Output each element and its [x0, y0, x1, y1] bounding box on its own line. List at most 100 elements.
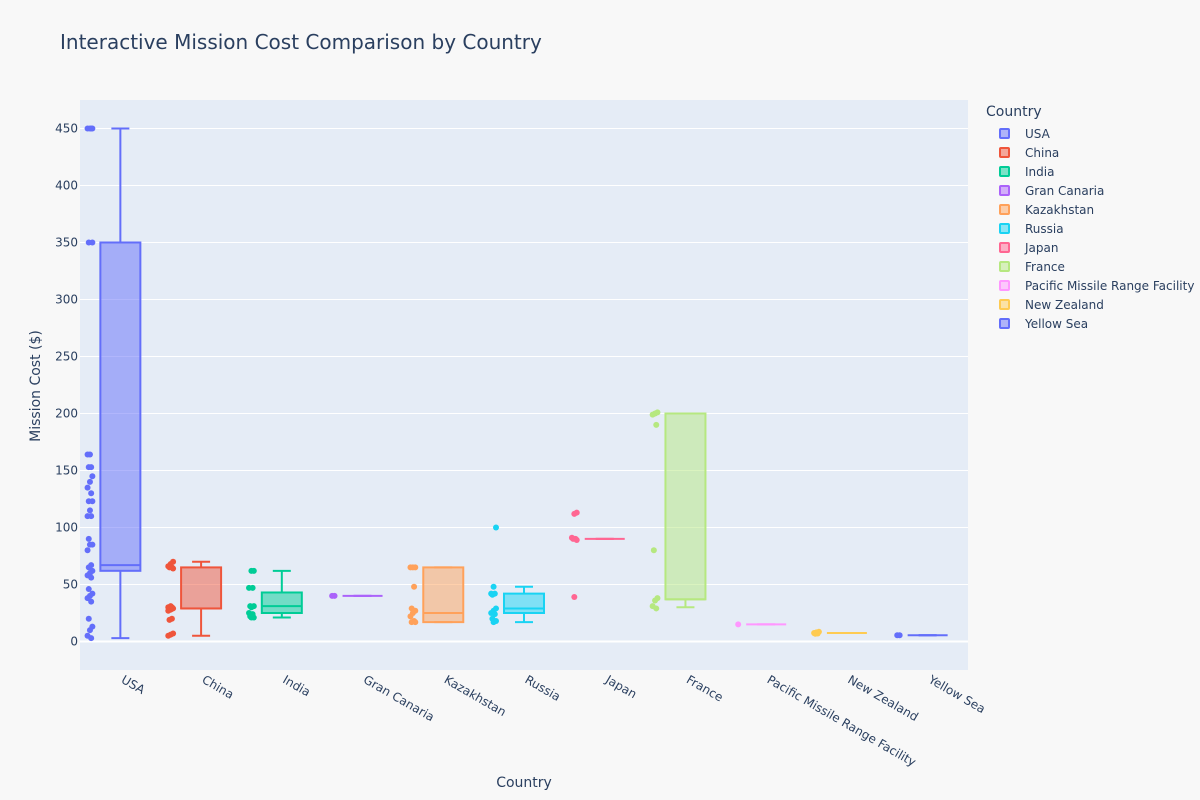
- x-tick-label: Kazakhstan: [442, 672, 509, 719]
- legend-label: USA: [1025, 126, 1050, 141]
- data-point: [88, 490, 95, 497]
- legend-title: Country: [986, 104, 1042, 120]
- data-point: [493, 524, 499, 531]
- legend-item[interactable]: China: [986, 143, 1194, 162]
- x-tick-label: Yellow Sea: [925, 672, 988, 716]
- legend-item[interactable]: New Zealand: [986, 295, 1194, 314]
- series-usa: [84, 125, 142, 642]
- legend-label: India: [1025, 164, 1055, 179]
- data-point: [85, 586, 92, 593]
- data-point: [165, 607, 172, 614]
- series-japan: [568, 509, 625, 601]
- legend-item[interactable]: Japan: [986, 238, 1194, 257]
- legend-label: New Zealand: [1025, 297, 1104, 312]
- series-yellow-sea: [894, 632, 948, 639]
- data-point: [407, 564, 414, 571]
- legend-swatch: [999, 128, 1010, 139]
- legend-item[interactable]: Russia: [986, 219, 1194, 238]
- x-tick-label: India: [280, 672, 313, 699]
- data-point: [652, 597, 659, 604]
- series-gran-canaria: [329, 592, 383, 599]
- data-point: [490, 619, 497, 626]
- legend-swatch: [999, 261, 1010, 272]
- y-tick-label: 450: [55, 122, 78, 136]
- legend-item[interactable]: Gran Canaria: [986, 181, 1194, 200]
- data-point: [248, 567, 255, 574]
- data-point: [89, 239, 96, 246]
- y-tick-label: 200: [55, 407, 78, 421]
- legend-item[interactable]: France: [986, 257, 1194, 276]
- x-tick-label: China: [200, 672, 237, 701]
- data-point: [170, 565, 177, 572]
- data-point: [88, 598, 95, 605]
- data-point: [489, 591, 496, 598]
- legend-swatch: [999, 299, 1010, 310]
- data-point: [407, 613, 414, 620]
- y-tick-label: 300: [55, 293, 78, 307]
- x-tick-label: USA: [119, 672, 148, 697]
- data-point: [88, 635, 95, 642]
- legend-swatch: [999, 318, 1010, 329]
- series-kazakhstan: [407, 564, 465, 626]
- data-point: [86, 478, 93, 485]
- data-point: [89, 473, 96, 480]
- x-axis-title: Country: [496, 775, 552, 791]
- series-india: [246, 567, 303, 621]
- box: [503, 592, 545, 614]
- box: [99, 241, 142, 572]
- data-point: [86, 507, 93, 514]
- data-point: [88, 513, 95, 520]
- data-point: [89, 498, 96, 505]
- data-point: [248, 604, 255, 611]
- data-point: [165, 632, 172, 639]
- legend-label: France: [1025, 259, 1065, 274]
- data-point: [571, 510, 578, 517]
- legend-label: Gran Canaria: [1025, 183, 1105, 198]
- x-tick-label: Japan: [602, 672, 639, 701]
- legend-swatch: [999, 223, 1010, 234]
- y-axis-title: Mission Cost ($): [28, 330, 44, 442]
- data-point: [329, 592, 336, 599]
- legend-item[interactable]: Pacific Missile Range Facility: [986, 276, 1194, 295]
- chart-title: Interactive Mission Cost Comparison by C…: [60, 30, 542, 54]
- y-tick-label: 100: [55, 521, 78, 535]
- data-point: [84, 451, 91, 458]
- data-point: [894, 632, 901, 639]
- x-tick-label: Russia: [523, 672, 563, 703]
- legend-swatch: [999, 147, 1010, 158]
- data-point: [86, 627, 93, 634]
- legend-label: Yellow Sea: [1025, 316, 1089, 331]
- y-tick-label: 0: [70, 635, 78, 649]
- data-point: [249, 584, 256, 591]
- y-tick-label: 350: [55, 236, 78, 250]
- legend-label: Russia: [1025, 221, 1064, 236]
- data-point: [812, 630, 819, 637]
- data-point: [88, 125, 95, 132]
- data-point: [85, 535, 92, 542]
- legend-item[interactable]: India: [986, 162, 1194, 181]
- data-point: [650, 547, 657, 554]
- box: [180, 566, 223, 610]
- series-france: [649, 409, 707, 612]
- legend-item[interactable]: USA: [986, 124, 1194, 143]
- legend-item[interactable]: Kazakhstan: [986, 200, 1194, 219]
- data-point: [653, 605, 660, 612]
- legend-swatch: [999, 185, 1010, 196]
- data-point: [491, 611, 498, 618]
- x-tick-label: New Zealand: [845, 672, 920, 724]
- data-point: [649, 411, 656, 418]
- data-point: [88, 574, 95, 581]
- data-point: [653, 421, 660, 428]
- y-tick-label: 250: [55, 350, 78, 364]
- plot-area: [80, 100, 968, 670]
- data-point: [735, 621, 742, 628]
- legend-item[interactable]: Yellow Sea: [986, 314, 1194, 333]
- legend-swatch: [999, 242, 1010, 253]
- y-tick-label: 400: [55, 179, 78, 193]
- y-tick-label: 150: [55, 464, 78, 478]
- x-tick-label: France: [684, 672, 726, 704]
- legend-swatch: [999, 204, 1010, 215]
- data-point: [86, 541, 93, 548]
- box: [260, 591, 303, 614]
